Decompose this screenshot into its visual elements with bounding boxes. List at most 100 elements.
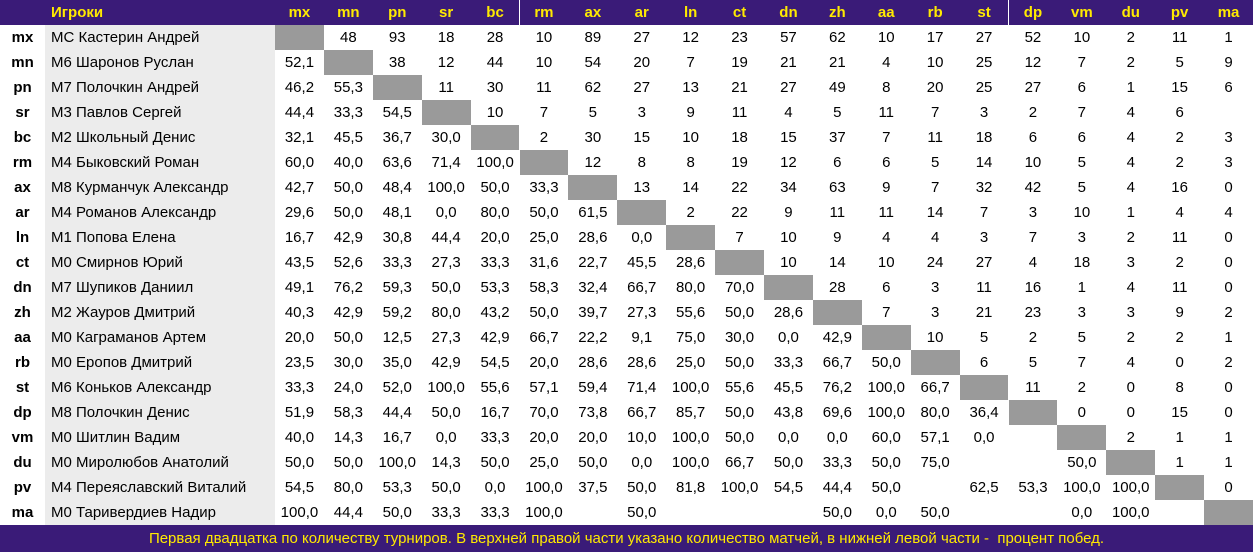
cell: 27,3 <box>431 254 461 271</box>
cell: 10 <box>486 104 504 121</box>
cell: 4 <box>1175 204 1184 221</box>
cell: 27 <box>975 254 993 271</box>
diagonal-cell <box>1106 450 1156 475</box>
cell: 54,5 <box>382 104 412 121</box>
cell: 61,5 <box>578 204 608 221</box>
cell: 80,0 <box>480 204 510 221</box>
cell: 0 <box>1224 179 1233 196</box>
cell: 0 <box>1077 404 1086 421</box>
cell: 12 <box>1024 54 1042 71</box>
cell: 11 <box>927 129 943 146</box>
cell: 4 <box>882 229 891 246</box>
cell: 62 <box>584 79 602 96</box>
cell: 54,5 <box>480 354 510 371</box>
cell: 30,0 <box>431 129 461 146</box>
cell: 5 <box>930 154 940 171</box>
cell: 30,0 <box>333 354 363 371</box>
row-code: dp <box>13 404 32 421</box>
cell: 54,5 <box>284 479 315 496</box>
cell: 9 <box>1224 54 1233 71</box>
cell: 0 <box>1224 379 1233 396</box>
cell: 42,9 <box>333 304 363 321</box>
cell: 30,0 <box>724 329 755 346</box>
cell: 44,4 <box>822 479 852 496</box>
cell: 50,0 <box>871 354 901 371</box>
cell: 18 <box>731 129 748 146</box>
cell: 50,0 <box>333 329 363 346</box>
cell: 0,0 <box>1071 504 1093 521</box>
player-name: М0 Каграманов Артем <box>45 325 275 350</box>
cell: 8 <box>882 79 891 96</box>
cell: 10 <box>877 29 895 46</box>
player-name: М6 Коньков Александр <box>45 375 275 400</box>
cell: 33,3 <box>773 354 804 371</box>
cell: 33,3 <box>480 429 510 446</box>
cell: 3 <box>930 279 940 296</box>
cell: 5 <box>1175 54 1184 71</box>
cell: 40,0 <box>333 154 363 171</box>
cell: 5 <box>833 104 842 121</box>
cell: 8 <box>686 154 695 171</box>
cell: 7 <box>686 54 695 71</box>
cell: 33,3 <box>822 454 852 471</box>
cell: 4 <box>1126 354 1135 371</box>
cell: 11 <box>1171 229 1188 246</box>
cell: 7 <box>979 204 989 221</box>
cell: 5 <box>588 104 597 121</box>
cell: 14 <box>926 204 944 221</box>
cell: 7 <box>882 304 891 321</box>
cell: 100,0 <box>427 379 465 396</box>
cell: 50,0 <box>284 454 315 471</box>
cell: 11 <box>878 104 895 121</box>
cell: 100,0 <box>1111 504 1150 521</box>
cell: 100,0 <box>427 179 465 196</box>
cell: 3 <box>1028 204 1038 221</box>
cell: 30,8 <box>382 229 412 246</box>
cell: 59,4 <box>578 379 608 396</box>
cell: 2 <box>1126 54 1135 71</box>
cell: 12 <box>682 29 699 46</box>
cell: 44,4 <box>333 504 363 521</box>
cell: 50,0 <box>333 454 363 471</box>
cell: 43,2 <box>480 304 510 321</box>
cell: 60,0 <box>284 154 315 171</box>
cell: 66,7 <box>529 329 559 346</box>
cell: 11 <box>878 204 895 221</box>
cell: 63 <box>828 179 846 196</box>
cell: 4 <box>1224 204 1233 221</box>
cell: 4 <box>1126 179 1135 196</box>
cell: 0,0 <box>826 429 848 446</box>
cell: 3 <box>1077 229 1086 246</box>
diagonal-cell <box>372 75 422 100</box>
row-code: zh <box>14 304 31 321</box>
player-name: М2 Школьный Денис <box>45 125 275 150</box>
cell: 73,8 <box>578 404 608 421</box>
row-code: dn <box>13 279 32 296</box>
player-name: М0 Таривердиев Надир <box>45 500 275 525</box>
cell: 32 <box>975 179 993 196</box>
cell: 20,0 <box>529 429 559 446</box>
cell: 33,3 <box>480 504 510 521</box>
player-name: М7 Полочкин Андрей <box>45 75 275 100</box>
cell: 100,0 <box>671 454 710 471</box>
cell: 6 <box>1028 129 1038 146</box>
column-header: pn <box>372 0 422 25</box>
cell: 27,3 <box>627 304 657 321</box>
cell: 24,0 <box>333 379 363 396</box>
cell: 27 <box>780 79 797 96</box>
cell: 100,0 <box>671 379 710 396</box>
cell: 81,8 <box>676 479 706 496</box>
cell: 50,0 <box>1067 454 1097 471</box>
cell: 7 <box>882 129 891 146</box>
cell: 100,0 <box>671 429 710 446</box>
diagonal-cell <box>421 100 471 125</box>
cell: 48,1 <box>382 204 412 221</box>
cell: 100,0 <box>1111 479 1150 496</box>
diagonal-cell <box>861 325 911 350</box>
cell: 76,2 <box>333 279 363 296</box>
player-name: М0 Шитлин Вадим <box>45 425 275 450</box>
cell: 10 <box>1073 29 1091 46</box>
column-header: dn <box>764 0 813 25</box>
cell: 52,1 <box>284 54 315 71</box>
